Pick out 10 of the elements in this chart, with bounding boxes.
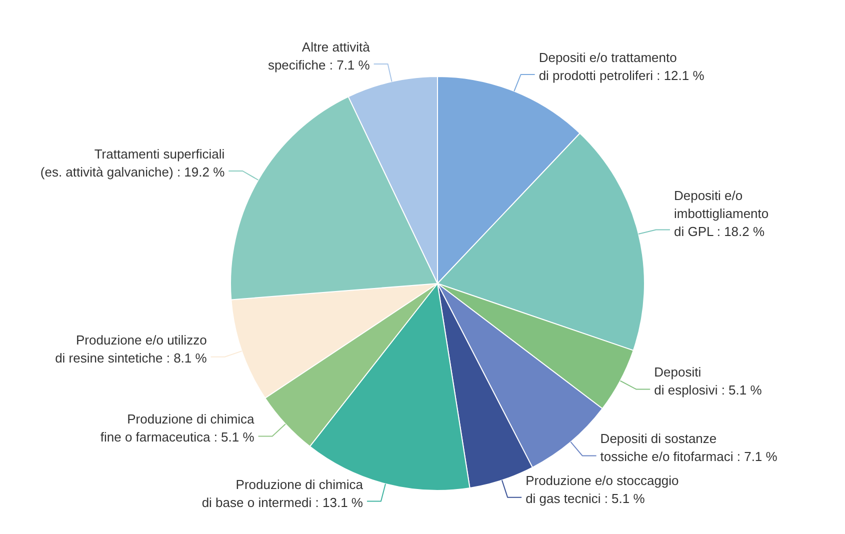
slice-label: Trattamenti superficiali (es. attività galvaniche) : 19.2 % bbox=[40, 146, 226, 180]
slice-label: Produzione di chimica fine o farmaceutica : 5.1 % bbox=[100, 412, 256, 445]
slice-label: Produzione e/o stoccaggio di gas tecnici : 5.1 % bbox=[526, 472, 679, 506]
slice-label: Produzione di chimica di base o intermedi : 13.1 % bbox=[202, 476, 364, 510]
slice-label: Depositi di esplosivi : 5.1 % bbox=[654, 364, 762, 398]
slice-label: Depositi di sostanze tossiche e/o fitofarmaci : 7.1 % bbox=[600, 431, 778, 464]
slice-label: Depositi e/o imbottigliamento di GPL : 18.2 % bbox=[674, 188, 769, 240]
slice-label: Produzione e/o utilizzo di resine sintetiche : 8.1 % bbox=[55, 332, 208, 366]
slice-label: Depositi e/o trattamento di prodotti petroliferi : 12.1 % bbox=[538, 50, 705, 83]
slice-label: Altre attività specifiche : 7.1 % bbox=[268, 40, 371, 73]
